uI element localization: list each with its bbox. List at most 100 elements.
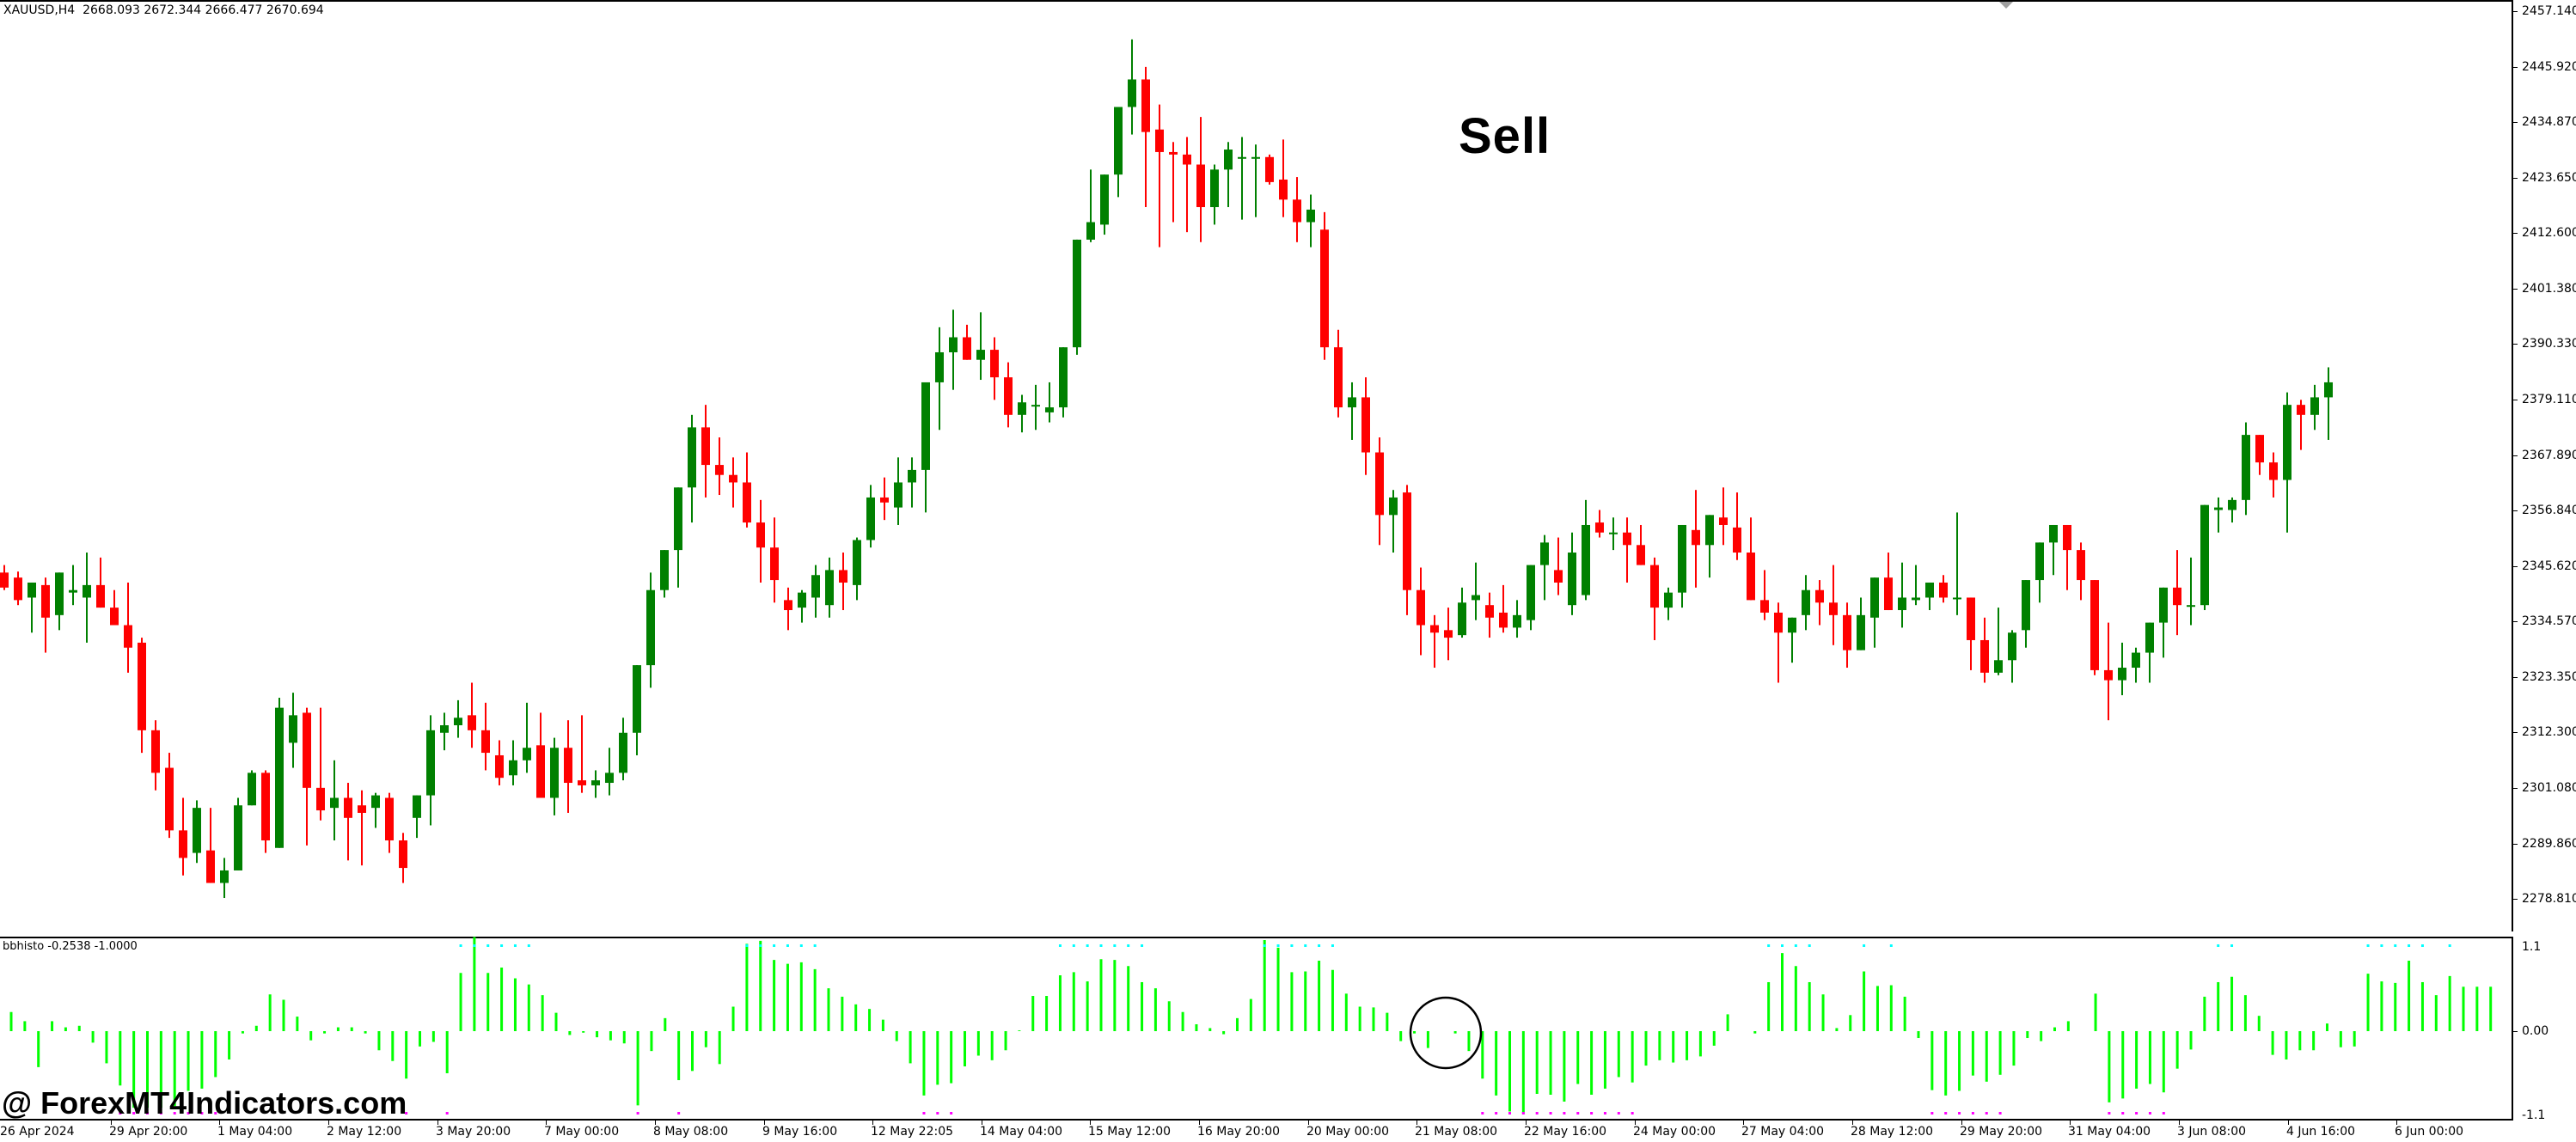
candle <box>83 553 91 643</box>
candle <box>1568 532 1576 615</box>
price-chart-pane[interactable] <box>0 0 2513 931</box>
candle <box>399 833 407 883</box>
candle <box>1361 377 1370 475</box>
time-axis-tick <box>1090 1121 1091 1125</box>
candle <box>1031 384 1040 431</box>
candle <box>1306 194 1315 247</box>
candle <box>2187 557 2195 626</box>
candle <box>1293 177 1301 242</box>
candle <box>1279 139 1288 217</box>
candle <box>509 740 517 785</box>
candle <box>1430 614 1439 669</box>
candle <box>1692 490 1700 588</box>
candle <box>234 797 242 870</box>
candle <box>193 800 201 864</box>
candle <box>935 327 944 431</box>
candle <box>2063 524 2071 590</box>
chart-shift-marker-icon[interactable] <box>1999 2 2013 9</box>
time-axis-tick <box>2179 1121 2180 1125</box>
candle <box>2242 422 2250 516</box>
indicator-scale-top: 1.1 <box>2522 940 2542 954</box>
time-axis-tick <box>1961 1121 1962 1125</box>
candle <box>674 487 682 588</box>
candle <box>1705 515 1714 578</box>
price-axis-tick <box>2513 844 2518 845</box>
candle <box>1210 164 1219 225</box>
price-axis-label: 2379.110 <box>2522 393 2576 406</box>
price-axis-label: 2390.330 <box>2522 337 2576 351</box>
candle <box>1059 347 1068 418</box>
candle <box>96 557 105 608</box>
candle <box>990 337 999 400</box>
time-axis-label: 21 May 08:00 <box>1415 1125 1498 1139</box>
candle <box>1114 107 1123 198</box>
price-axis-tick <box>2513 788 2518 789</box>
candle <box>2049 524 2058 576</box>
candle <box>1320 211 1329 360</box>
price-axis-tick <box>2513 233 2518 234</box>
candle <box>1623 517 1631 583</box>
candle <box>468 682 476 748</box>
time-axis-tick <box>437 1121 438 1125</box>
candle <box>701 405 710 498</box>
indicator-zero-tick <box>2513 1031 2518 1032</box>
candle <box>330 760 339 841</box>
candle <box>963 324 971 360</box>
candle <box>385 792 394 853</box>
time-axis-label: 20 May 00:00 <box>1306 1125 1390 1139</box>
candle <box>2214 497 2223 533</box>
price-axis-label: 2312.300 <box>2522 725 2576 739</box>
candle <box>1389 490 1398 553</box>
candle <box>2077 542 2085 601</box>
price-axis-tick <box>2513 566 2518 567</box>
candle <box>1815 580 1824 626</box>
candle <box>55 572 64 631</box>
candle <box>880 477 889 521</box>
candle <box>1802 575 1810 631</box>
candle <box>220 858 229 899</box>
candle <box>660 550 669 598</box>
indicator-title: bbhisto -0.2538 -1.0000 <box>3 940 138 953</box>
price-axis-label: 2457.140 <box>2522 4 2576 18</box>
indicator-pane[interactable] <box>0 937 2513 1121</box>
candle <box>248 770 256 806</box>
candle <box>619 718 627 781</box>
candle <box>481 702 490 771</box>
candle <box>1719 487 1728 546</box>
candle <box>1444 608 1453 661</box>
candle <box>1196 117 1205 242</box>
price-axis-tick <box>2513 732 2518 733</box>
time-axis-label: 27 May 04:00 <box>1741 1125 1825 1139</box>
candle <box>1967 597 1975 670</box>
candle <box>949 309 958 390</box>
candle <box>853 537 861 601</box>
candle <box>1829 565 1838 645</box>
candle <box>1747 517 1755 601</box>
time-axis-label: 4 Jun 16:00 <box>2286 1125 2356 1139</box>
time-axis-label: 22 May 16:00 <box>1524 1125 1607 1139</box>
candle <box>2255 435 2264 475</box>
time-axis-label: 12 May 22:05 <box>871 1125 954 1139</box>
candle <box>1238 137 1246 220</box>
candle <box>715 437 724 496</box>
candle <box>825 557 834 618</box>
candle <box>2035 542 2044 603</box>
price-axis-tick <box>2513 122 2518 123</box>
candle <box>1416 567 1425 656</box>
time-axis-tick <box>1308 1121 1309 1125</box>
price-axis-label: 2356.840 <box>2522 504 2576 517</box>
candle <box>28 582 36 633</box>
price-axis-tick <box>2513 289 2518 290</box>
time-axis-tick <box>655 1121 656 1125</box>
time-axis-tick <box>1743 1121 1744 1125</box>
candle <box>798 589 806 623</box>
candle <box>1265 154 1274 185</box>
candle <box>1183 137 1191 233</box>
candle <box>2118 642 2126 696</box>
candle <box>344 783 352 861</box>
candle <box>2269 452 2278 498</box>
candle <box>1788 617 1796 663</box>
time-axis-tick <box>872 1121 873 1125</box>
candle <box>1004 362 1013 428</box>
candle <box>839 553 847 611</box>
